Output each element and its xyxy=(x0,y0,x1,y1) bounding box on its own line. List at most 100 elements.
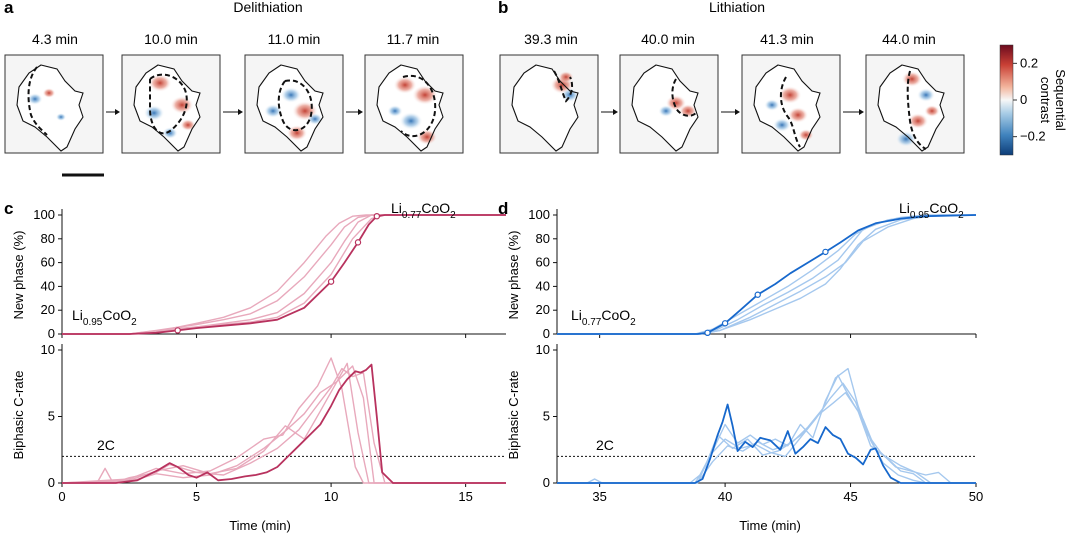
contrast-blob xyxy=(916,88,936,102)
c-annotation-end: Li0.77CoO2 xyxy=(391,200,456,221)
contrast-blob xyxy=(412,85,438,105)
particle-outline xyxy=(133,64,201,152)
frame-a2 xyxy=(121,54,221,154)
frame-a4 xyxy=(364,54,464,154)
replicate-series-line xyxy=(557,374,976,484)
image-frames xyxy=(4,54,965,154)
frame-marker xyxy=(721,320,729,327)
contrast-blob xyxy=(778,86,802,104)
d-top-ylabel: New phase (%) xyxy=(506,231,521,320)
lithiation-title: Lithiation xyxy=(709,0,765,15)
chart-d-crate: 0 5 10 35 40 45 50 xyxy=(536,342,984,504)
replicate-series-line xyxy=(61,357,506,484)
y-tick-label: 10 xyxy=(41,342,55,357)
c-2c-label: 2C xyxy=(97,437,115,453)
c-top-ylabel: New phase (%) xyxy=(11,231,26,320)
frame-a3 xyxy=(244,54,344,154)
y-tick-label: 20 xyxy=(536,302,550,317)
contrast-blob xyxy=(558,71,574,83)
d-annotation-end: Li0.95CoO2 xyxy=(899,200,964,221)
contrast-blob xyxy=(764,99,780,111)
contrast-blob xyxy=(180,119,196,131)
contrast-blob xyxy=(772,118,792,132)
y-tick-label: 0 xyxy=(48,475,55,490)
y-tick-label: 5 xyxy=(543,409,550,424)
c-bot-ylabel: Biphasic C-rate xyxy=(11,371,26,460)
panel-label-b: b xyxy=(498,0,508,17)
replicate-series-line xyxy=(62,214,506,335)
sequence-arrowhead xyxy=(735,109,740,115)
delithiation-title: Delithiation xyxy=(233,0,302,15)
contrast-blob xyxy=(387,105,403,117)
contrast-blob xyxy=(280,87,302,103)
replicate-series-line xyxy=(557,391,976,484)
contrast-blob xyxy=(42,88,56,98)
frame-marker xyxy=(754,291,761,298)
contrast-blob xyxy=(560,88,580,102)
contrast-blob xyxy=(263,104,283,118)
phase-boundary xyxy=(277,79,313,131)
particle-outline xyxy=(511,64,579,152)
contrast-blob xyxy=(170,96,194,114)
frame-marker xyxy=(354,239,362,246)
replicate-series-line xyxy=(557,214,976,335)
colorbar-tick-label: 0 xyxy=(1020,92,1027,107)
phase-boundary xyxy=(906,70,927,150)
colorbar-label-line1: Sequential xyxy=(1053,69,1068,131)
x-tick-label: 40 xyxy=(718,489,732,504)
frame-b1 xyxy=(499,54,599,154)
sequence-arrowhead xyxy=(115,109,120,115)
y-tick-label: 0 xyxy=(48,326,55,341)
phase-boundary xyxy=(400,74,437,138)
frame-time-b1: 39.3 min xyxy=(524,31,578,47)
y-tick-label: 0 xyxy=(543,475,550,490)
d-xlabel: Time (min) xyxy=(739,518,801,533)
frame-marker xyxy=(327,278,335,285)
contrast-blob xyxy=(924,105,940,117)
c-xlabel: Time (min) xyxy=(229,518,291,533)
d-2c-label: 2C xyxy=(596,437,614,453)
frame-b2 xyxy=(619,54,719,154)
sequence-arrowhead xyxy=(358,109,363,115)
frame-b4 xyxy=(865,54,965,154)
particle-outline xyxy=(631,64,699,152)
y-tick-label: 0 xyxy=(543,326,550,341)
contrast-blob xyxy=(798,129,814,141)
y-tick-label: 100 xyxy=(528,207,550,222)
colorbar xyxy=(999,44,1014,156)
main-series-line xyxy=(557,214,977,335)
frame-time-a4: 11.7 min xyxy=(387,31,440,47)
frame-time-b3: 41.3 min xyxy=(760,31,814,47)
particle-fill xyxy=(17,65,83,151)
sequence-arrowhead xyxy=(238,109,243,115)
particle-fill xyxy=(878,65,944,151)
particle-outline xyxy=(16,64,84,152)
replicate-series-line xyxy=(557,367,976,484)
colorbar-ticks: 0.2 0 −0.2 xyxy=(1013,55,1046,144)
replicate-series-line xyxy=(61,365,506,484)
main-series-line xyxy=(62,363,506,484)
frame-time-a2: 10.0 min xyxy=(144,31,198,47)
y-tick-label: 40 xyxy=(41,278,55,293)
frame-marker xyxy=(822,248,829,256)
particle-outline xyxy=(877,64,945,152)
phase-boundary xyxy=(780,76,801,148)
contrast-blob xyxy=(399,112,423,130)
phase-boundary xyxy=(27,66,48,136)
contrast-blob xyxy=(27,93,43,105)
y-tick-label: 10 xyxy=(536,342,550,357)
chart-d-new-phase: 0 20 40 60 80 100 xyxy=(528,207,977,341)
x-tick-label: 5 xyxy=(193,489,200,504)
contrast-blob xyxy=(55,113,67,121)
phase-boundary xyxy=(553,70,574,103)
frame-b3 xyxy=(741,54,841,154)
y-tick-label: 80 xyxy=(41,231,55,246)
colorbar-tick-label: −0.2 xyxy=(1020,129,1046,144)
chart-c-new-phase: 0 20 40 60 80 100 xyxy=(33,207,506,341)
colorbar-tick-label: 0.2 xyxy=(1020,55,1038,70)
chart-c-crate: 0 5 10 0 5 10 15 xyxy=(41,342,506,504)
frame-marker xyxy=(174,327,181,334)
replicate-series-line xyxy=(557,382,976,484)
particle-fill xyxy=(257,65,323,151)
particle-outline xyxy=(376,64,444,152)
